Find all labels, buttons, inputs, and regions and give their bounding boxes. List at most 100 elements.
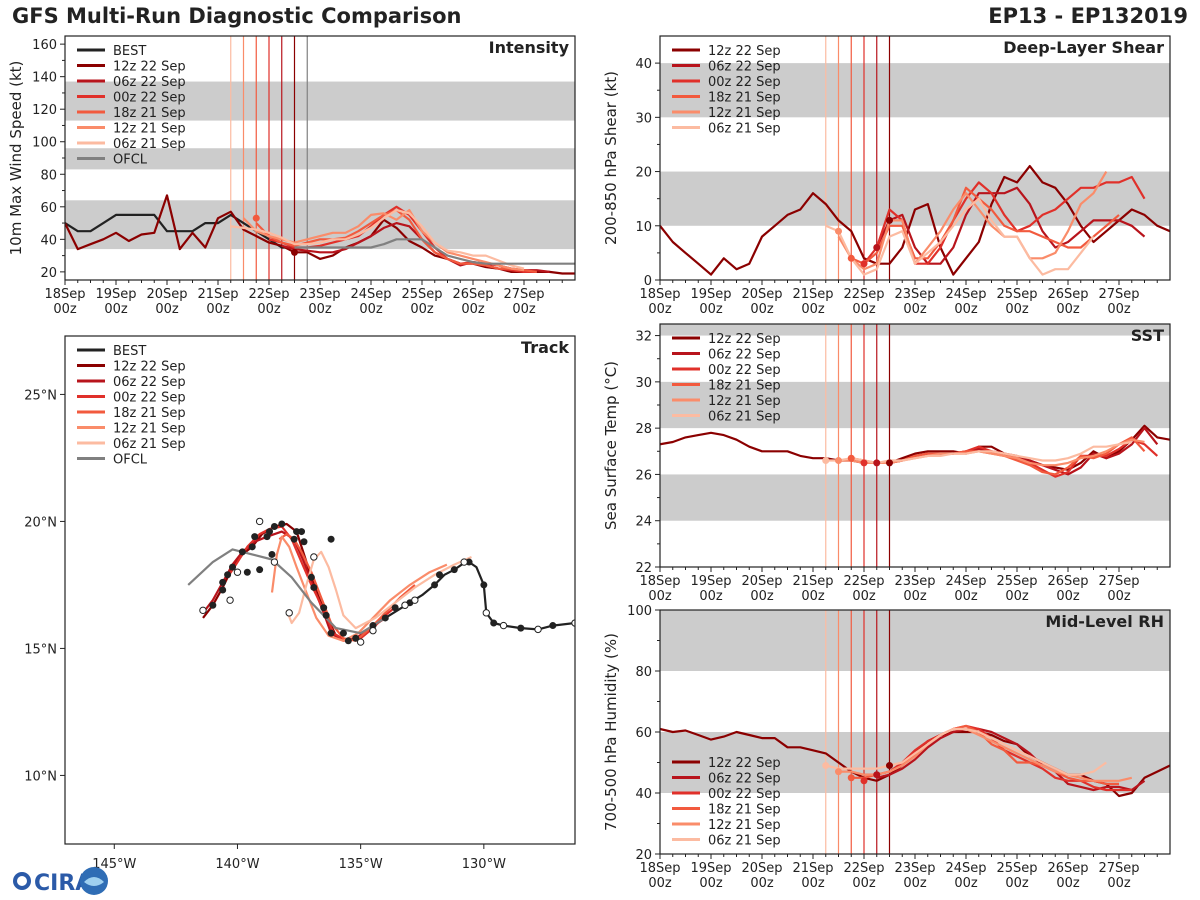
- legend-label: 12z 22 Sep: [708, 44, 781, 59]
- intensity-plot-area: [65, 36, 575, 280]
- x-tick-label: 00z: [648, 589, 672, 604]
- track-point-filled: [251, 533, 259, 541]
- init-marker: [860, 777, 868, 785]
- x-tick-label: 00z: [903, 876, 927, 891]
- y-tick-label: 80: [40, 168, 57, 183]
- track-panel: 145°W 140°W 135°W 130°W 10°N 15°N 20°N 25°N Trac…: [24, 335, 576, 872]
- init-marker: [847, 254, 855, 262]
- x-tick-label: 22Sep: [843, 861, 884, 876]
- x-tick-label: 19Sep: [690, 861, 731, 876]
- track-point-filled: [352, 634, 360, 642]
- legend-label: 12z 22 Sep: [708, 332, 781, 347]
- x-tick-label: 00z: [1107, 302, 1131, 317]
- track-point-filled: [248, 543, 256, 551]
- init-marker: [860, 260, 868, 268]
- track-line-00z-22-sep: [226, 525, 399, 642]
- storm-id: EP13 - EP132019: [988, 4, 1188, 28]
- shaded-band: [660, 324, 1170, 336]
- x-tick-label: 27Sep: [1098, 287, 1139, 302]
- shaded-band: [660, 610, 1170, 671]
- x-tick-label: 20Sep: [741, 574, 782, 589]
- x-tick-label: 00z: [461, 302, 485, 317]
- legend-label: 18z 21 Sep: [708, 379, 781, 394]
- x-tick-label: 00z: [648, 302, 672, 317]
- legend-label: 18z 21 Sep: [708, 91, 781, 106]
- legend-label: 06z 21 Sep: [113, 137, 186, 152]
- y-tick-label: 25°N: [24, 388, 57, 403]
- track-point-open: [285, 609, 293, 617]
- y-tick-label: 28: [635, 422, 652, 437]
- y-tick-label: 24: [635, 515, 652, 530]
- track-point-filled: [307, 573, 315, 581]
- series-line-ofcl: [294, 238, 575, 265]
- panel-title: Deep-Layer Shear: [1003, 38, 1164, 57]
- track-point-open: [411, 596, 419, 604]
- init-marker: [886, 762, 893, 770]
- x-tick-label: 23Sep: [894, 287, 935, 302]
- track-point-filled: [450, 566, 458, 574]
- y-axis-label: 10m Max Wind Speed (kt): [7, 61, 25, 256]
- track-point-filled: [322, 611, 330, 619]
- series-line-12z-21-sep: [838, 727, 1133, 782]
- y-tick-label: 10°N: [24, 769, 57, 784]
- x-tick-label: 25Sep: [401, 287, 442, 302]
- series-line-12z-22-sep: [660, 165, 1170, 276]
- track-point-filled: [300, 538, 308, 546]
- series-line-06z-21-sep: [825, 440, 1132, 464]
- x-tick-label: 24Sep: [945, 574, 986, 589]
- y-tick-label: 0: [644, 274, 652, 289]
- x-tick-label: 24Sep: [945, 287, 986, 302]
- track-point-filled: [268, 550, 276, 558]
- x-tick-label: 00z: [1005, 302, 1029, 317]
- cira-logo: CIRA: [13, 867, 108, 896]
- plot-frame: [659, 323, 1171, 568]
- track-line-ofcl: [187, 548, 386, 635]
- legend-label: BEST: [113, 344, 146, 359]
- x-tick-label: 21Sep: [197, 287, 238, 302]
- y-tick-label: 10: [635, 220, 652, 235]
- track-point-filled: [243, 568, 251, 576]
- track-point-filled: [480, 581, 488, 589]
- x-tick-label: 00z: [410, 302, 434, 317]
- x-tick-label: 22Sep: [248, 287, 289, 302]
- x-tick-label: 22Sep: [843, 574, 884, 589]
- legend-label: OFCL: [113, 453, 148, 468]
- y-tick-label: 20: [635, 848, 652, 863]
- x-tick-label: 25Sep: [996, 574, 1037, 589]
- track-point-open: [482, 609, 491, 617]
- track-point-open: [356, 638, 365, 646]
- x-tick-label: 00z: [801, 876, 825, 891]
- x-tick-label: 00z: [648, 876, 672, 891]
- shaded-band: [660, 474, 1170, 521]
- page-title: GFS Multi-Run Diagnostic Comparison: [12, 4, 462, 28]
- y-axis-label: 200-850 hPa Shear (kt): [602, 71, 620, 245]
- x-tick-label: 00z: [954, 302, 978, 317]
- x-tick-label: 00z: [750, 876, 774, 891]
- track-point-open: [270, 558, 279, 566]
- x-tick-label: 00z: [1005, 589, 1029, 604]
- init-marker: [252, 214, 260, 222]
- x-tick-label: 27Sep: [1098, 861, 1139, 876]
- track-point-filled: [219, 578, 227, 586]
- legend-label: 06z 22 Sep: [708, 772, 781, 787]
- legend-label: 12z 21 Sep: [708, 394, 781, 409]
- x-tick-label: 22Sep: [843, 287, 884, 302]
- init-marker: [886, 216, 893, 224]
- track-point-filled: [517, 624, 525, 632]
- x-tick-label: 00z: [852, 589, 876, 604]
- y-tick-label: 20: [40, 266, 57, 281]
- plot-frame: [659, 609, 1171, 855]
- legend-label: 12z 22 Sep: [113, 60, 186, 75]
- track-point-filled: [327, 629, 335, 637]
- track-point-filled: [293, 528, 301, 536]
- x-tick-label: 21Sep: [792, 574, 833, 589]
- track-line-06z-21-sep: [285, 550, 472, 630]
- init-marker: [847, 454, 855, 462]
- sst-panel: 22242628303218Sep00z19Sep00z20Sep00z21Se…: [602, 323, 1171, 604]
- track-point-open: [199, 606, 207, 615]
- legend-label: 06z 22 Sep: [113, 75, 186, 90]
- x-tick-label: 00z: [1107, 589, 1131, 604]
- init-marker: [835, 227, 842, 235]
